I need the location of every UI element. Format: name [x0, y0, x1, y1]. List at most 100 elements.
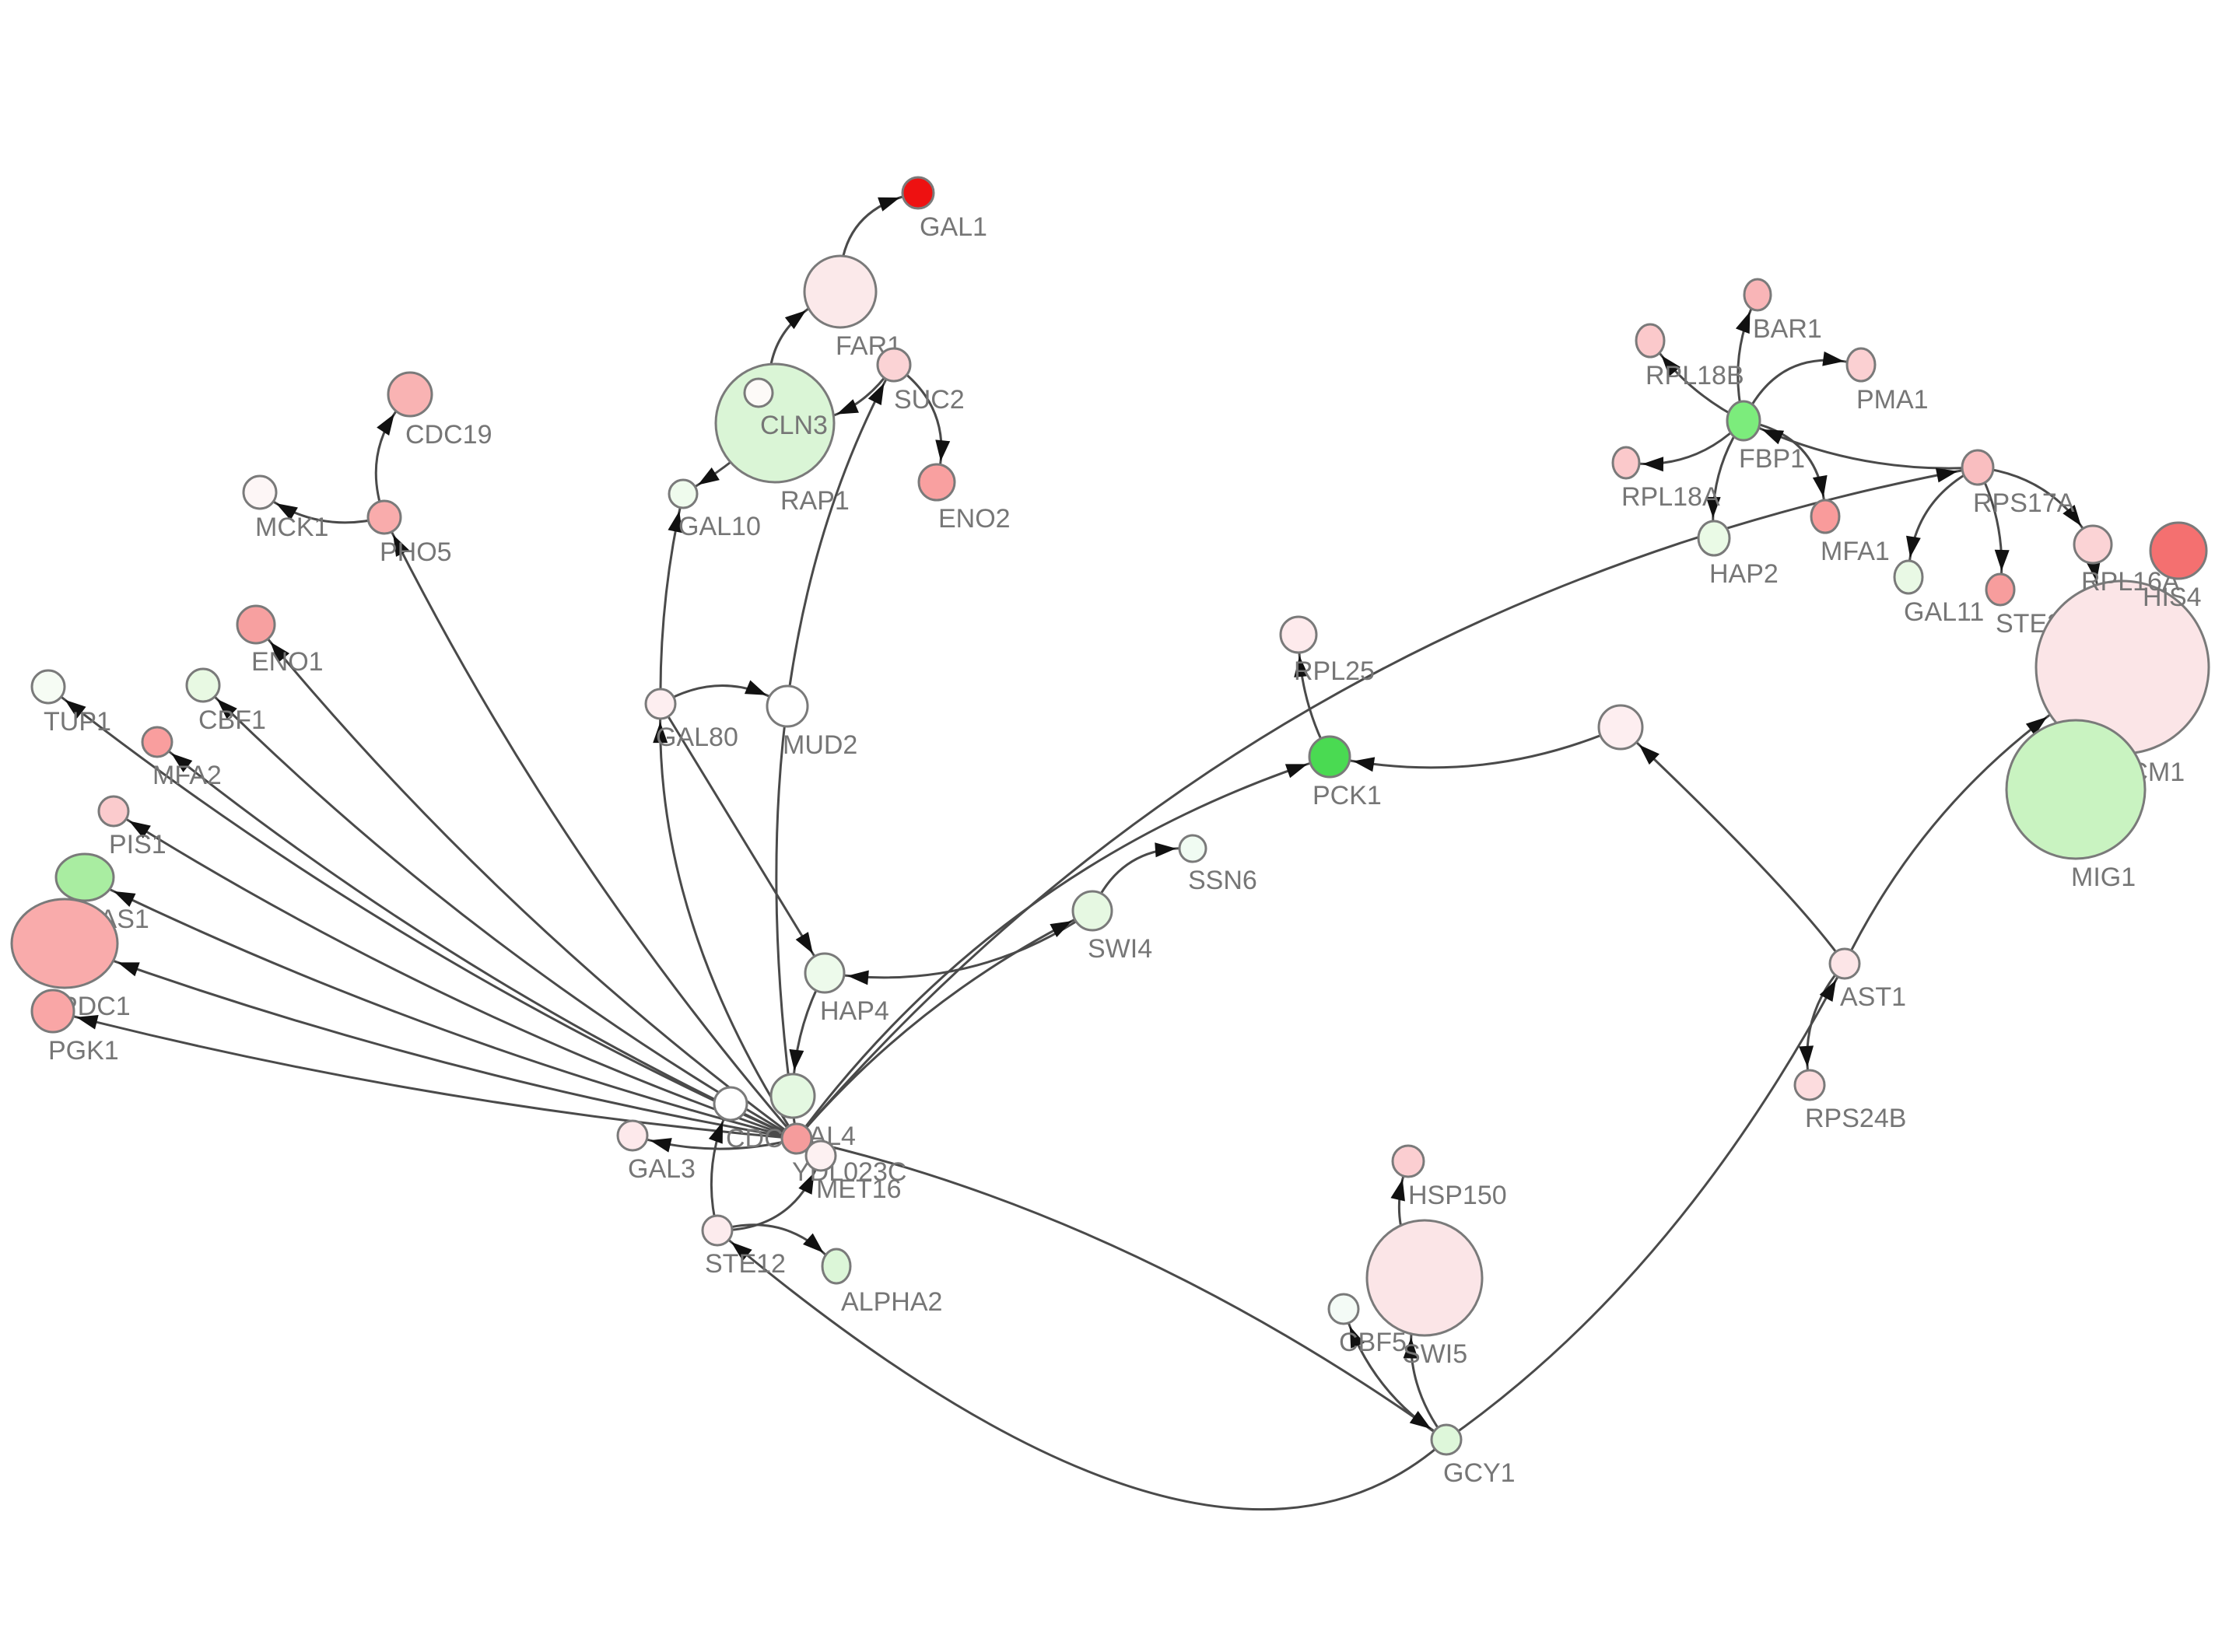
arrowhead-STE12-MET16	[798, 1172, 815, 1195]
arrowhead-RPS17A-GAL11	[1906, 535, 1921, 558]
edge-AST1-RPS24B[interactable]	[1806, 962, 1846, 1086]
node-group-PCK1: PCK1	[1308, 735, 1382, 810]
edge-RPS17A-GAL11[interactable]	[1907, 466, 1978, 578]
node-YDL023C[interactable]	[780, 1122, 813, 1155]
node-label-ENO1: ENO1	[251, 647, 324, 677]
node-MIG1[interactable]	[2005, 719, 2147, 860]
node-GAL3[interactable]	[616, 1119, 649, 1152]
node-TUP1[interactable]	[30, 669, 66, 705]
arrowhead-YDL023C-SWI4	[1050, 921, 1072, 937]
arrowhead-RAP1-GAL10	[698, 467, 720, 485]
node-SWI4[interactable]	[1071, 890, 1113, 932]
node-label-PCK1: PCK1	[1313, 781, 1382, 810]
node-PIS1[interactable]	[97, 795, 130, 828]
edge-STE12-MET16[interactable]	[717, 1155, 822, 1232]
edge-YDL023C-PHO5[interactable]	[383, 516, 798, 1139]
node-MCK1[interactable]	[242, 474, 278, 510]
node-group-HAP2: HAP2	[1697, 520, 1779, 589]
node-group-CLN3: CLN3	[743, 377, 828, 440]
node-PMA1[interactable]	[1845, 347, 1877, 383]
node-CLN3[interactable]	[743, 377, 774, 408]
edge-YDL023C-PGK1[interactable]	[52, 1010, 797, 1140]
node-FBP1[interactable]	[1726, 400, 1761, 442]
edge-GCY1-STE12[interactable]	[717, 1229, 1448, 1511]
node-CBF1[interactable]	[185, 667, 221, 703]
node-unlabeled[interactable]	[1597, 704, 1644, 751]
node-SSN6[interactable]	[1178, 834, 1207, 863]
node-RPL25[interactable]	[1279, 615, 1318, 654]
node-SUC2[interactable]	[876, 347, 912, 383]
node-group-CBF1: CBF1	[185, 667, 266, 735]
node-group-RPL18B: RPL18B	[1635, 323, 1744, 390]
node-group-PMA1: PMA1	[1845, 347, 1929, 415]
node-STE2[interactable]	[1985, 572, 2016, 607]
arrowhead-YDL023C-PGK1	[76, 1015, 99, 1030]
edge-STE12-ALPHA2[interactable]	[717, 1223, 838, 1267]
edge-YDL023C-ENO1[interactable]	[254, 624, 797, 1140]
node-HIS4[interactable]	[2149, 521, 2208, 580]
node-CBF5[interactable]	[1327, 1293, 1360, 1325]
edge-FBP1-MFA1[interactable]	[1743, 419, 1827, 517]
edge-YDL023C-TUP1[interactable]	[47, 685, 797, 1140]
node-ENO1[interactable]	[236, 604, 276, 645]
arrowhead-YDL023C-PDC1	[117, 962, 140, 977]
node-HAP4[interactable]	[804, 952, 846, 994]
node-RAS1[interactable]	[54, 852, 115, 902]
node-ALPHA2[interactable]	[821, 1248, 852, 1285]
node-group-PIS1: PIS1	[97, 795, 166, 859]
edge-FBP1-PMA1[interactable]	[1742, 359, 1862, 422]
edge-AST1-UNNAMED[interactable]	[1619, 726, 1846, 964]
node-RPS24B[interactable]	[1793, 1069, 1826, 1101]
arrowhead-FBP1-RPL18A	[1642, 457, 1664, 472]
edge-YDL023C-PIS1[interactable]	[113, 810, 797, 1140]
edge-YDL023C-PCK1[interactable]	[795, 755, 1330, 1139]
node-RPL16A[interactable]	[2073, 524, 2113, 565]
edge-YDL023C-RPS17A[interactable]	[795, 466, 1978, 1139]
node-AST1[interactable]	[1828, 947, 1861, 980]
node-group-RPL18A: RPL18A	[1611, 446, 1720, 512]
node-MET16[interactable]	[804, 1139, 837, 1172]
node-group-ENO1: ENO1	[236, 604, 324, 677]
edge-YDL023C-CBF1[interactable]	[202, 684, 797, 1140]
edge-FBP1-RPL18A[interactable]	[1625, 419, 1745, 466]
node-HAP2[interactable]	[1697, 520, 1731, 557]
node-GAL1[interactable]	[901, 176, 935, 210]
node-PCK1[interactable]	[1308, 735, 1351, 779]
node-CDC19[interactable]	[387, 371, 433, 418]
node-label-RPL18B: RPL18B	[1645, 361, 1744, 390]
node-group-MET16: MET16	[804, 1139, 902, 1204]
node-MFA1[interactable]	[1810, 499, 1841, 534]
edge-YDL023C-GAL80[interactable]	[659, 703, 798, 1139]
node-MUD2[interactable]	[766, 684, 809, 728]
node-PHO5[interactable]	[366, 499, 402, 535]
node-STE12[interactable]	[701, 1214, 734, 1247]
node-BAR1[interactable]	[1743, 278, 1772, 312]
edge-YDL023C-RAS1[interactable]	[84, 876, 797, 1140]
node-label-MCK1: MCK1	[255, 513, 328, 542]
node-SWI5[interactable]	[1365, 1219, 1484, 1337]
node-GCY1[interactable]	[1430, 1423, 1463, 1456]
node-RPS17A[interactable]	[1961, 449, 1995, 486]
node-GAL11[interactable]	[1893, 559, 1924, 595]
node-ENO2[interactable]	[917, 463, 956, 502]
node-RPL18A[interactable]	[1611, 446, 1641, 480]
node-HSP150[interactable]	[1391, 1144, 1425, 1178]
node-PGK1[interactable]	[30, 989, 75, 1034]
edge-YDL023C-PDC1[interactable]	[64, 942, 797, 1140]
edge-YDL023C-GCY1[interactable]	[796, 1137, 1447, 1441]
edge-RPS17A-STE2[interactable]	[1976, 467, 2003, 590]
arrowhead-GCY1-CBF5	[1349, 1326, 1365, 1349]
edge-SWI4-HAP4[interactable]	[824, 909, 1093, 979]
node-FAR1[interactable]	[803, 254, 878, 329]
node-CDC28[interactable]	[713, 1086, 748, 1122]
node-GAL80[interactable]	[644, 688, 677, 720]
edge-GCY1-AST1[interactable]	[1446, 963, 1846, 1441]
node-RPL18B[interactable]	[1635, 323, 1666, 359]
node-GAL10[interactable]	[668, 478, 699, 509]
edge-YDL023C-MFA2[interactable]	[156, 740, 797, 1140]
node-MFA2[interactable]	[141, 726, 173, 758]
node-label-PGK1: PGK1	[48, 1036, 119, 1066]
arrowhead-YDL023C-ENO1	[270, 642, 290, 663]
node-PDC1[interactable]	[10, 898, 119, 989]
node-GAL4[interactable]	[769, 1073, 816, 1119]
